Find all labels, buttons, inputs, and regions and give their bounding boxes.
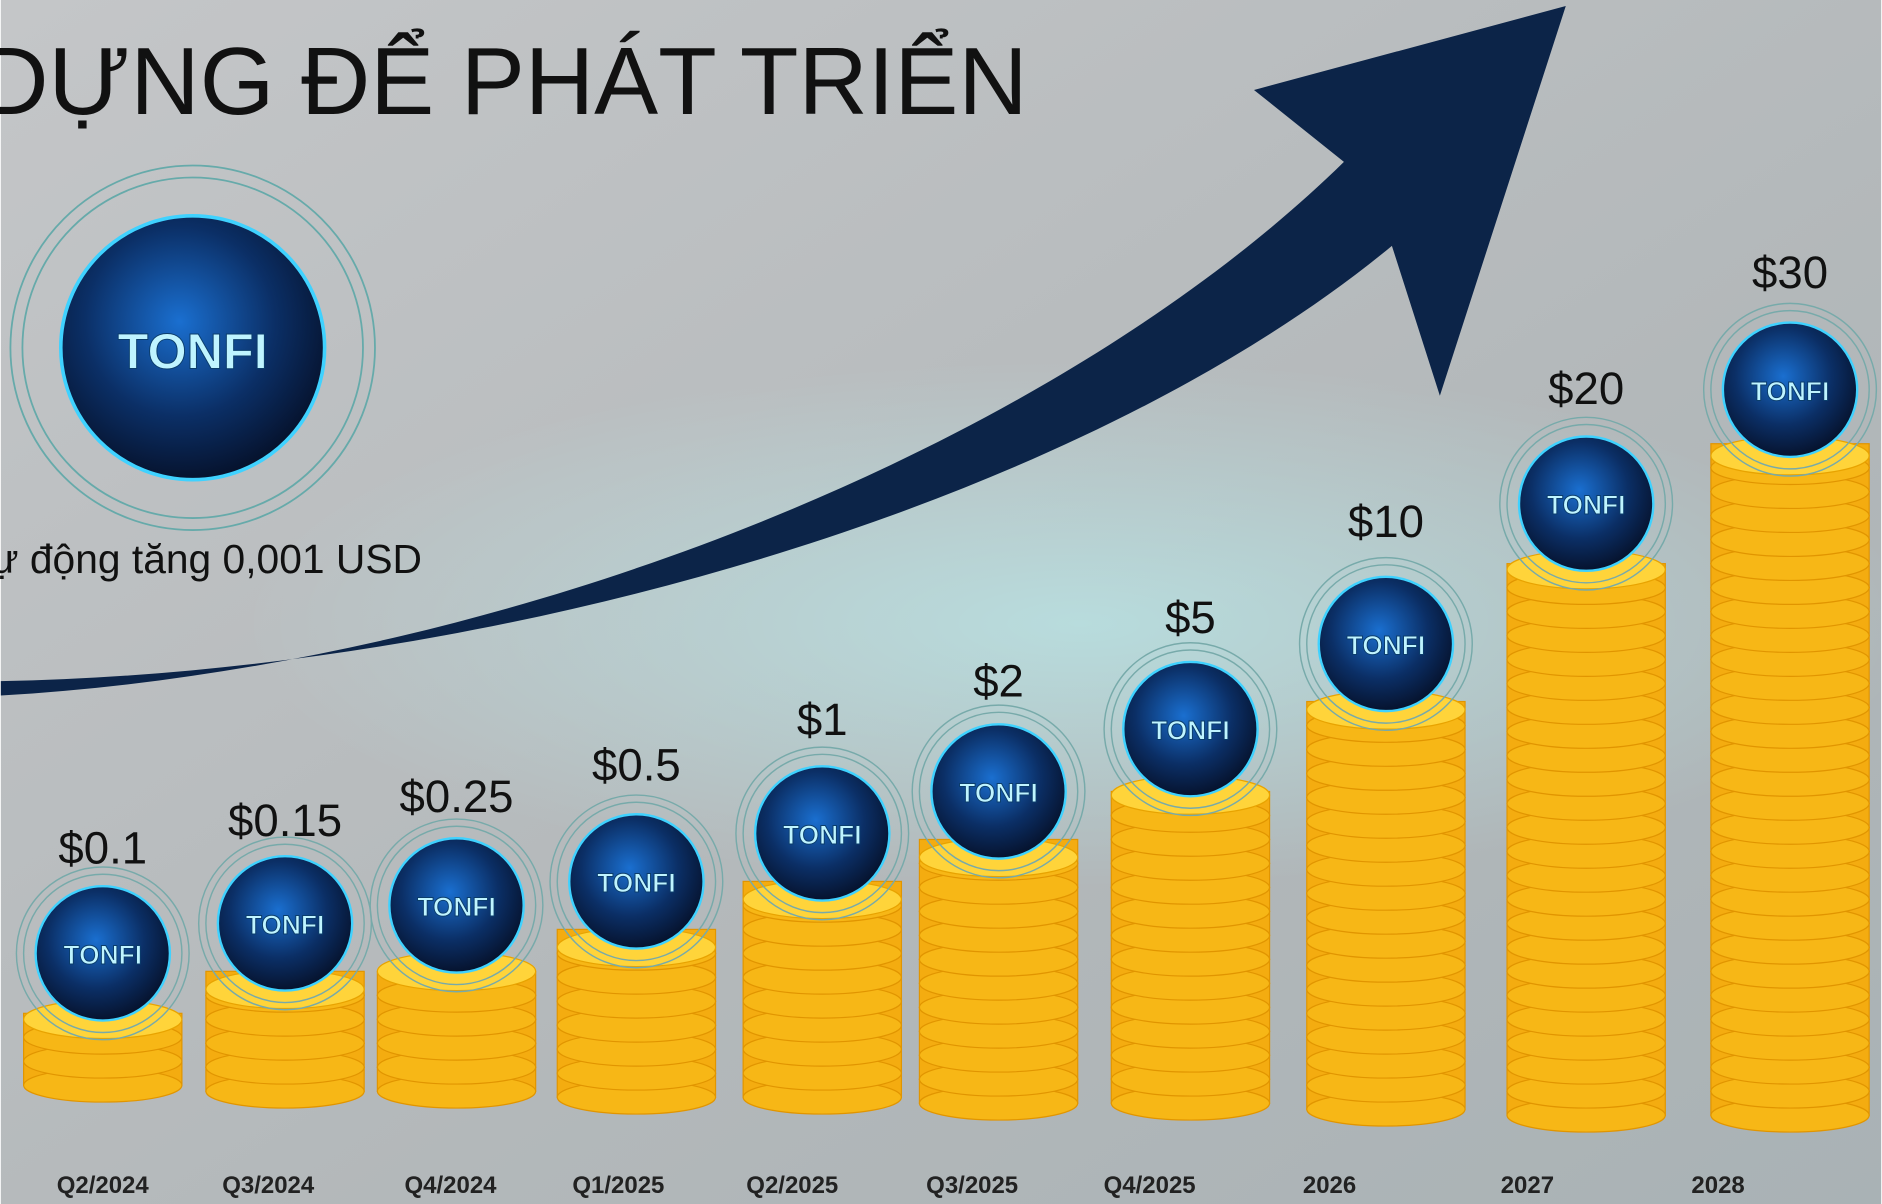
- period-label: 2028: [1691, 1172, 1744, 1199]
- price-label: $20: [1548, 363, 1624, 414]
- price-label: $1: [797, 694, 848, 745]
- price-label: $10: [1348, 496, 1424, 547]
- price-label: $2: [973, 656, 1024, 707]
- coin-logo: TONFI: [1547, 490, 1626, 520]
- price-label: $0.25: [400, 771, 514, 822]
- period-label: Q4/2025: [1104, 1172, 1196, 1199]
- period-label: Q2/2024: [57, 1172, 150, 1199]
- coin-logo: TONFI: [246, 910, 325, 940]
- coin-stack: TONFI: [736, 747, 909, 1114]
- price-label: $0.1: [58, 822, 147, 873]
- period-label: Q3/2025: [926, 1172, 1018, 1199]
- coin-logo: TONFI: [783, 820, 862, 850]
- coin-logo: TONFI: [1751, 376, 1830, 406]
- logo-text: TONFI: [118, 322, 268, 379]
- coin-stack: TONFI: [912, 705, 1085, 1120]
- period-label: Q1/2025: [572, 1172, 664, 1199]
- period-label: Q2/2025: [746, 1172, 838, 1199]
- period-label: 2026: [1303, 1172, 1356, 1199]
- coin-logo: TONFI: [417, 892, 496, 922]
- period-label: 2027: [1501, 1172, 1554, 1199]
- note: ự động tăng 0,001 USD: [0, 536, 422, 582]
- coin-logo: TONFI: [1347, 631, 1426, 661]
- coin-stack: TONFI: [1300, 558, 1473, 1126]
- period-label: Q3/2024: [222, 1172, 315, 1199]
- title: DỰNG ĐỂ PHÁT TRIỂN: [0, 27, 1028, 135]
- coin-logo: TONFI: [63, 940, 142, 970]
- price-label: $30: [1752, 247, 1828, 298]
- coin-stack: TONFI: [1500, 417, 1673, 1132]
- coin-logo: TONFI: [1151, 716, 1230, 746]
- price-label: $0.5: [592, 740, 681, 791]
- coin-stack: TONFI: [1104, 643, 1277, 1120]
- price-label: $5: [1165, 592, 1216, 643]
- infographic: DỰNG ĐỂ PHÁT TRIỂN TONFI ự động tăng 0,0…: [0, 0, 1882, 1204]
- price-label: $0.15: [228, 795, 342, 846]
- period-label: Q4/2024: [405, 1172, 498, 1199]
- coin-logo: TONFI: [959, 778, 1038, 808]
- coin-stack: TONFI: [16, 867, 189, 1102]
- coin-logo: TONFI: [597, 868, 676, 898]
- page: DỰNG ĐỂ PHÁT TRIỂN TONFI ự động tăng 0,0…: [0, 0, 1882, 1204]
